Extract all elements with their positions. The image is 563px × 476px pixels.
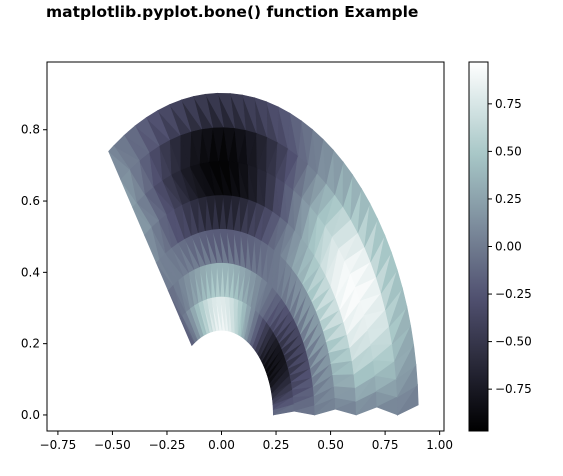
y-tick-label: 0.4	[21, 265, 40, 279]
y-tick-label: 0.8	[21, 123, 40, 137]
mesh-triangle	[380, 251, 398, 294]
x-tick-label: 0.75	[372, 438, 399, 452]
mesh-triangle	[134, 117, 160, 146]
mesh-triangle	[375, 234, 392, 278]
mesh-triangle	[391, 305, 412, 345]
mesh-triangle	[289, 112, 302, 156]
mesh-triangle	[254, 97, 268, 137]
mesh-triangle	[370, 218, 386, 262]
x-tick-label: 1.00	[426, 438, 453, 452]
mesh-triangle	[192, 93, 214, 128]
colorbar-tick-label: −0.75	[495, 382, 532, 396]
chart-title: matplotlib.pyplot.bone() function Exampl…	[46, 3, 419, 21]
mesh-triangle	[342, 161, 354, 207]
mesh-triangle	[357, 187, 371, 233]
mesh-triangle	[157, 104, 181, 136]
mesh-triangle	[123, 125, 150, 153]
y-tick-label: 0.2	[21, 337, 40, 351]
mesh-triangle	[394, 324, 415, 362]
mesh-triangle	[364, 202, 379, 248]
x-tick-label: −0.75	[40, 438, 77, 452]
colorbar-ticks: −0.75 −0.50 −0.25 0.00 0.25 0.50 0.75	[488, 97, 532, 396]
mesh-triangle	[113, 134, 141, 162]
colorbar-tick-label: 0.00	[495, 240, 522, 254]
mesh-triangle	[396, 383, 419, 416]
mesh-triangle	[168, 99, 192, 132]
mesh-triangle	[205, 92, 224, 128]
mesh-triangle	[229, 93, 246, 130]
mesh-triangle	[145, 110, 170, 141]
colorbar-tick-label: −0.25	[495, 287, 532, 301]
colorbar: −0.75 −0.50 −0.25 0.00 0.25 0.50 0.75	[468, 61, 532, 432]
mesh-triangle	[333, 149, 344, 195]
mesh-triangle	[217, 92, 235, 129]
x-tick-label: −0.50	[94, 438, 131, 452]
colorbar-tick-label: 0.75	[495, 97, 522, 111]
y-tick-label: 0.0	[21, 408, 40, 422]
x-tick-label: 0.50	[317, 438, 344, 452]
mesh-triangle	[385, 268, 403, 310]
mesh-triangle	[277, 106, 291, 149]
y-tick-label: 0.6	[21, 194, 40, 208]
x-tick-label: 0.00	[208, 438, 235, 452]
mesh-triangle	[312, 128, 324, 174]
colorbar-tick-label: 0.25	[495, 192, 522, 206]
y-axis: 0.0 0.2 0.4 0.6 0.8	[21, 123, 47, 422]
x-tick-label: 0.25	[263, 438, 290, 452]
plot-area: −0.75 −0.50 −0.25 0.00 0.25 0.50 0.75 1.00 0.00…	[21, 61, 453, 452]
mesh-triangle	[396, 344, 417, 380]
mesh-triangle	[241, 94, 257, 133]
mesh-triangle	[397, 364, 418, 398]
colorbar-tick-label: 0.50	[495, 144, 522, 158]
x-tick-label: −0.25	[149, 438, 186, 452]
mesh-triangle	[266, 101, 279, 143]
axes-frame	[46, 61, 445, 432]
mesh-triangle	[388, 287, 408, 327]
x-axis: −0.75 −0.50 −0.25 0.00 0.25 0.50 0.75 1.00	[40, 431, 453, 452]
mesh-triangle	[180, 96, 203, 130]
mesh-triangle	[322, 138, 334, 184]
mesh-triangle	[108, 145, 130, 170]
colorbar-tick-label: −0.50	[495, 335, 532, 349]
tripcolor-mesh	[108, 92, 419, 416]
mesh-triangle	[300, 120, 313, 164]
mesh-triangle	[350, 174, 362, 220]
colorbar-gradient	[469, 62, 488, 431]
